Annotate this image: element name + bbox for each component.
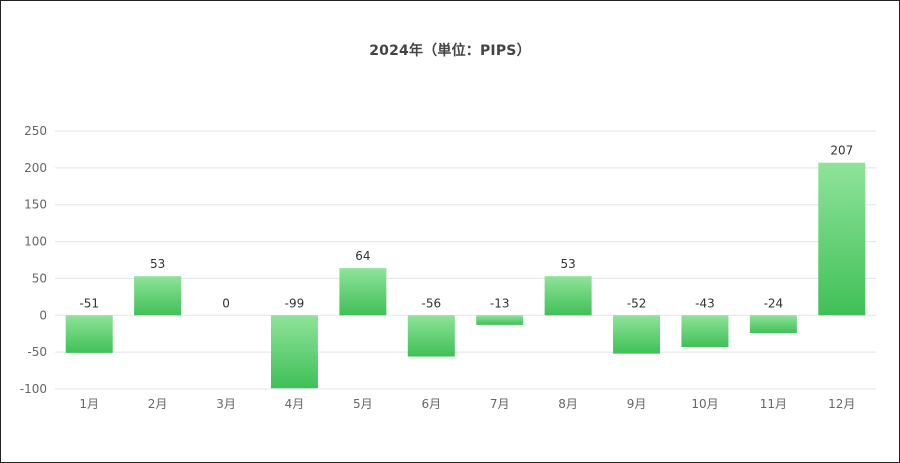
y-tick-label: 200 <box>24 161 47 175</box>
bar-9 <box>613 315 661 354</box>
y-tick-label: 100 <box>24 235 47 249</box>
x-tick-label: 10月 <box>691 397 718 411</box>
bar-2 <box>134 276 182 316</box>
bar-4 <box>270 315 318 389</box>
x-axis: 1月 2月 3月 4月 5月 6月 7月 8月 9月 10月 11月 12月 <box>79 397 855 411</box>
y-tick-label: -100 <box>20 382 47 396</box>
data-label: 53 <box>150 257 165 271</box>
bar-5 <box>339 268 387 316</box>
x-tick-label: 2月 <box>148 397 168 411</box>
x-tick-label: 6月 <box>421 397 441 411</box>
y-axis: 250 200 150 100 50 0 -50 -100 <box>20 124 47 396</box>
grid-lines <box>55 130 876 390</box>
data-label: -51 <box>79 296 99 310</box>
bar-10 <box>681 315 729 347</box>
x-tick-label: 11月 <box>760 397 787 411</box>
x-tick-label: 1月 <box>79 397 99 411</box>
bar-6 <box>407 315 455 357</box>
data-label: -99 <box>285 296 305 310</box>
data-label: -13 <box>490 296 510 310</box>
y-tick-label: -50 <box>27 345 47 359</box>
y-tick-label: 50 <box>32 271 47 285</box>
x-tick-label: 3月 <box>216 397 236 411</box>
bar-7 <box>476 315 524 325</box>
y-tick-label: 250 <box>24 124 47 138</box>
bar-8 <box>544 276 592 316</box>
x-tick-label: 9月 <box>627 397 647 411</box>
chart-title: 2024年（単位：PIPS） <box>369 43 531 59</box>
bar-12 <box>818 162 866 316</box>
bars <box>65 162 866 389</box>
x-tick-label: 12月 <box>828 397 855 411</box>
y-tick-label: 150 <box>24 198 47 212</box>
data-label: -24 <box>764 296 784 310</box>
data-label: 53 <box>560 257 575 271</box>
bar-1 <box>65 315 113 353</box>
x-tick-label: 7月 <box>490 397 510 411</box>
x-tick-label: 8月 <box>558 397 578 411</box>
bar-11 <box>749 315 797 333</box>
x-tick-label: 5月 <box>353 397 373 411</box>
data-label: 0 <box>222 296 230 310</box>
x-tick-label: 4月 <box>285 397 305 411</box>
data-label: 64 <box>355 249 370 263</box>
data-label: -43 <box>695 296 715 310</box>
data-labels: -51 53 0 -99 64 -56 -13 53 -52 -43 -24 207 <box>79 144 853 311</box>
data-label: -52 <box>627 296 647 310</box>
data-label: 207 <box>830 144 853 158</box>
data-label: -56 <box>421 296 441 310</box>
y-tick-label: 0 <box>39 308 47 322</box>
